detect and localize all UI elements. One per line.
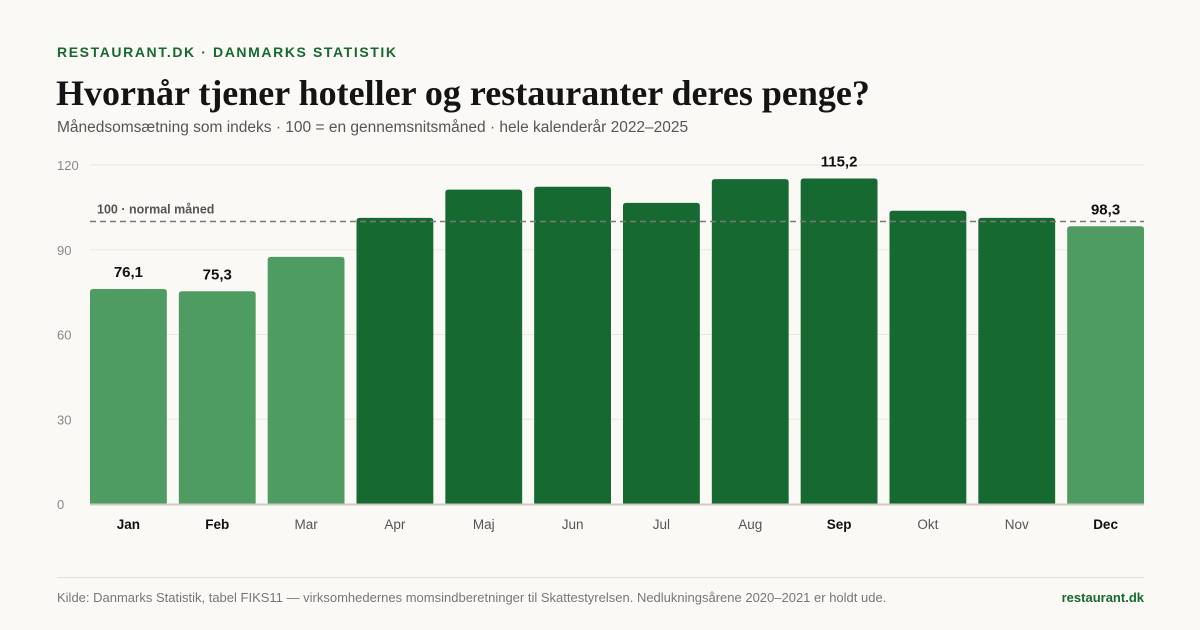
source-note: Kilde: Danmarks Statistik, tabel FIKS11 … <box>57 590 887 605</box>
x-tick-label: Nov <box>1005 517 1029 532</box>
data-label: 76,1 <box>114 264 143 281</box>
x-tick-label: Maj <box>473 517 495 532</box>
y-tick-label: 90 <box>57 243 71 258</box>
y-tick-label: 120 <box>57 158 79 173</box>
y-tick-label: 0 <box>57 497 64 512</box>
x-tick-label: Jun <box>562 517 584 532</box>
bar-apr <box>356 217 434 504</box>
data-label: 75,3 <box>203 266 232 283</box>
y-tick-label: 60 <box>57 328 71 343</box>
x-tick-label: Apr <box>384 517 406 532</box>
bar-feb <box>178 291 256 504</box>
x-tick-label: Okt <box>917 517 938 532</box>
x-tick-label: Jan <box>117 517 140 532</box>
bar-jun <box>534 186 611 504</box>
x-tick-label: Sep <box>827 517 852 532</box>
x-tick-label: Feb <box>205 517 229 532</box>
x-tick-label: Dec <box>1093 517 1118 532</box>
bar-maj <box>445 189 523 504</box>
data-label: 115,2 <box>821 154 858 171</box>
chart-subtitle: Månedsomsætning som indeks · 100 = en ge… <box>57 119 689 136</box>
x-tick-label: Mar <box>294 517 318 532</box>
bar-nov <box>978 217 1056 504</box>
kicker: RESTAURANT.DK · DANMARKS STATISTIK <box>57 44 398 60</box>
y-tick-label: 30 <box>57 412 71 427</box>
data-label: 98,3 <box>1091 201 1120 218</box>
bar-dec <box>1067 226 1144 505</box>
bar-okt <box>889 210 967 504</box>
bar-sep <box>800 178 878 504</box>
brand-link[interactable]: restaurant.dk <box>1061 590 1144 605</box>
chart-title: Hvornår tjener hoteller og restauranter … <box>56 73 870 113</box>
bar-aug <box>711 179 789 504</box>
x-tick-label: Jul <box>653 517 670 532</box>
bar-chart: 0 30 60 90 120 Jan 76,1 Feb 75,3 Mar Apr Maj Jun Jul A… <box>57 154 1144 532</box>
bar-jan <box>90 289 167 504</box>
footer-divider <box>57 577 1144 578</box>
reference-line-label: 100 · normal måned <box>97 203 214 217</box>
bar-jul <box>623 202 700 505</box>
bar-mar <box>267 256 345 504</box>
x-tick-label: Aug <box>738 517 762 532</box>
